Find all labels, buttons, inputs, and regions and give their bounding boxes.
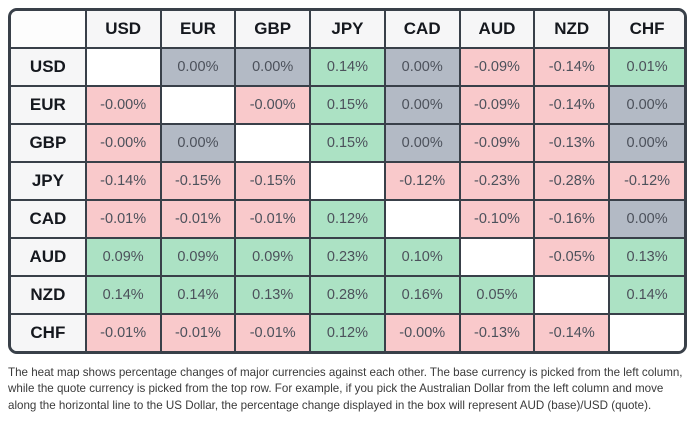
heatmap-cell: -0.01%	[159, 313, 237, 351]
heatmap-cell	[608, 313, 684, 351]
heatmap-cell	[309, 161, 386, 201]
heatmap-cell	[458, 237, 536, 277]
heatmap-cell	[383, 199, 461, 239]
heatmap-cell	[234, 123, 312, 163]
heatmap-cell	[533, 275, 611, 315]
heatmap-cell: -0.01%	[84, 199, 162, 239]
heatmap-row-cad: CAD -0.01% -0.01% -0.01% 0.12% -0.10% -0.16% 0.…	[11, 199, 684, 239]
heatmap-cell: -0.13%	[458, 313, 536, 351]
column-header-gbp: GBP	[234, 11, 312, 49]
heatmap-cell: 0.00%	[383, 85, 461, 125]
heatmap-cell: -0.00%	[234, 85, 312, 125]
heatmap-cell: -0.15%	[234, 161, 312, 201]
heatmap-cell: 0.00%	[383, 47, 461, 87]
heatmap-cell: 0.12%	[309, 199, 386, 239]
heatmap-cell: 0.09%	[234, 237, 312, 277]
heatmap-cell	[159, 85, 237, 125]
heatmap-cell: -0.09%	[458, 123, 536, 163]
heatmap-cell: -0.13%	[533, 123, 611, 163]
heatmap-row-nzd: NZD 0.14% 0.14% 0.13% 0.28% 0.16% 0.05% 0.14%	[11, 275, 684, 315]
heatmap-cell: -0.00%	[84, 123, 162, 163]
column-header-aud: AUD	[458, 11, 536, 49]
column-header-eur: EUR	[159, 11, 237, 49]
heatmap-row-jpy: JPY -0.14% -0.15% -0.15% -0.12% -0.23% -0.28% -…	[11, 161, 684, 201]
column-header-nzd: NZD	[533, 11, 611, 49]
heatmap-cell: 0.15%	[309, 123, 386, 163]
heatmap-cell: -0.10%	[458, 199, 536, 239]
heatmap-cell: -0.01%	[159, 199, 237, 239]
heatmap-cell: -0.12%	[608, 161, 684, 201]
heatmap-cell: 0.23%	[309, 237, 386, 277]
heatmap-cell: 0.00%	[608, 85, 684, 125]
heatmap-cell: 0.10%	[383, 237, 461, 277]
heatmap-cell: 0.09%	[84, 237, 162, 277]
heatmap-cell: 0.00%	[608, 199, 684, 239]
row-header-gbp: GBP	[11, 123, 87, 163]
heatmap-cell: -0.01%	[234, 313, 312, 351]
heatmap-cell: -0.00%	[84, 85, 162, 125]
heatmap-cell: 0.15%	[309, 85, 386, 125]
heatmap-cell: 0.00%	[383, 123, 461, 163]
column-header-jpy: JPY	[309, 11, 386, 49]
heatmap-cell: 0.00%	[159, 123, 237, 163]
heatmap-cell: 0.13%	[234, 275, 312, 315]
table-body: USD 0.00% 0.00% 0.14% 0.00% -0.09% -0.14% 0.01%…	[11, 47, 684, 351]
heatmap-cell: 0.16%	[383, 275, 461, 315]
heatmap-cell: 0.09%	[159, 237, 237, 277]
heatmap-cell	[84, 47, 162, 87]
heatmap-row-usd: USD 0.00% 0.00% 0.14% 0.00% -0.09% -0.14% 0.01%	[11, 47, 684, 87]
heatmap-cell: 0.00%	[608, 123, 684, 163]
header-row: USD EUR GBP JPY CAD AUD NZD CHF	[11, 11, 684, 49]
currency-heatmap: USD EUR GBP JPY CAD AUD NZD CHF USD 0.00% 0.00% 0.…	[8, 8, 687, 354]
heatmap-cell: -0.16%	[533, 199, 611, 239]
heatmap-cell: -0.00%	[383, 313, 461, 351]
heatmap-cell: -0.09%	[458, 47, 536, 87]
row-header-jpy: JPY	[11, 161, 87, 201]
heatmap-cell: 0.14%	[84, 275, 162, 315]
heatmap-cell: 0.14%	[309, 47, 386, 87]
heatmap-cell: 0.28%	[309, 275, 386, 315]
heatmap-row-chf: CHF -0.01% -0.01% -0.01% 0.12% -0.00% -0.13% -0…	[11, 313, 684, 351]
row-header-eur: EUR	[11, 85, 87, 125]
heatmap-cell: 0.14%	[159, 275, 237, 315]
heatmap-cell: -0.28%	[533, 161, 611, 201]
heatmap-cell: 0.05%	[458, 275, 536, 315]
table-head: USD EUR GBP JPY CAD AUD NZD CHF	[11, 11, 684, 49]
row-header-usd: USD	[11, 47, 87, 87]
heatmap-row-gbp: GBP -0.00% 0.00% 0.15% 0.00% -0.09% -0.13% 0.00…	[11, 123, 684, 163]
heatmap-table: USD EUR GBP JPY CAD AUD NZD CHF USD 0.00% 0.00% 0.…	[11, 11, 684, 351]
row-header-nzd: NZD	[11, 275, 87, 315]
row-header-cad: CAD	[11, 199, 87, 239]
heatmap-cell: 0.14%	[608, 275, 684, 315]
heatmap-cell: -0.14%	[533, 47, 611, 87]
heatmap-row-eur: EUR -0.00% -0.00% 0.15% 0.00% -0.09% -0.14% 0.0…	[11, 85, 684, 125]
column-header-chf: CHF	[608, 11, 684, 49]
heatmap-row-aud: AUD 0.09% 0.09% 0.09% 0.23% 0.10% -0.05% 0.13%	[11, 237, 684, 277]
heatmap-cell: -0.05%	[533, 237, 611, 277]
row-header-aud: AUD	[11, 237, 87, 277]
corner-cell	[11, 11, 87, 49]
heatmap-cell: 0.12%	[309, 313, 386, 351]
heatmap-cell: -0.14%	[533, 85, 611, 125]
heatmap-cell: -0.12%	[383, 161, 461, 201]
heatmap-cell: -0.01%	[234, 199, 312, 239]
heatmap-cell: -0.14%	[533, 313, 611, 351]
heatmap-cell: 0.13%	[608, 237, 684, 277]
column-header-usd: USD	[84, 11, 162, 49]
heatmap-cell: 0.01%	[608, 47, 684, 87]
heatmap-cell: 0.00%	[234, 47, 312, 87]
heatmap-cell: 0.00%	[159, 47, 237, 87]
heatmap-cell: -0.09%	[458, 85, 536, 125]
heatmap-cell: -0.23%	[458, 161, 536, 201]
heatmap-cell: -0.01%	[84, 313, 162, 351]
column-header-cad: CAD	[383, 11, 461, 49]
row-header-chf: CHF	[11, 313, 87, 351]
heatmap-cell: -0.14%	[84, 161, 162, 201]
heatmap-cell: -0.15%	[159, 161, 237, 201]
heatmap-description: The heat map shows percentage changes of…	[8, 366, 683, 412]
